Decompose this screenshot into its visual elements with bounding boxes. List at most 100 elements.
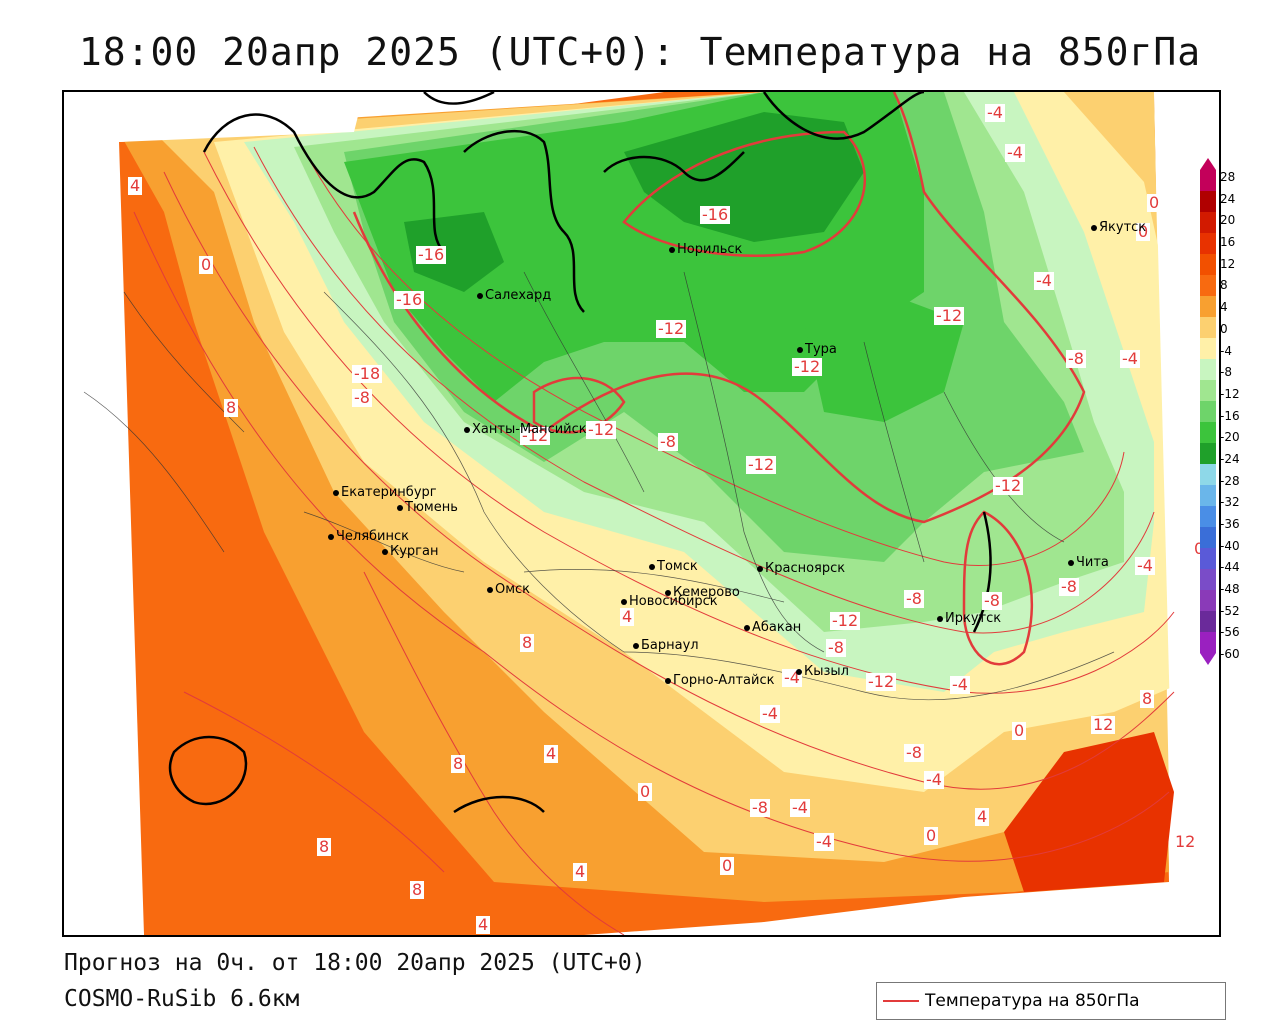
contour-label: 0 <box>924 826 939 845</box>
city-marker[interactable]: Кемерово <box>665 586 740 600</box>
city-marker[interactable]: Курган <box>382 545 438 559</box>
contour-label: 4 <box>975 807 990 826</box>
contour-label: -12 <box>520 426 551 445</box>
colorbar-tick-label: 8 <box>1220 278 1228 293</box>
city-name: Абакан <box>752 620 802 635</box>
contour-label: -4 <box>760 704 780 723</box>
colorbar-swatch <box>1200 485 1216 506</box>
contour-label: -12 <box>792 357 823 376</box>
city-name: Омск <box>495 582 531 597</box>
contour-label: -12 <box>746 455 777 474</box>
city-marker[interactable]: Челябинск <box>328 530 409 544</box>
city-marker[interactable]: Норильск <box>669 243 742 257</box>
city-name: Салехард <box>485 288 552 303</box>
colorbar-tick-label: -12 <box>1220 386 1240 401</box>
city-dot-icon <box>487 586 493 593</box>
city-dot-icon <box>633 642 639 649</box>
city-dot-icon <box>669 246 675 253</box>
city-name: Барнаул <box>641 638 699 653</box>
colorbar-tick-label: -48 <box>1220 582 1240 597</box>
city-marker[interactable]: Якутск <box>1091 221 1146 235</box>
city-dot-icon <box>382 548 388 555</box>
legend-label: Температура на 850гПа <box>925 991 1140 1011</box>
colorbar-tick-label: -8 <box>1220 365 1232 380</box>
city-marker[interactable]: Екатеринбург <box>333 486 437 500</box>
city-name: Горно-Алтайск <box>673 673 775 688</box>
colorbar-tick-label: -56 <box>1220 625 1240 640</box>
city-name: Тюмень <box>405 500 458 515</box>
map-legend: Температура на 850гПа <box>876 982 1226 1020</box>
contour-label: -4 <box>790 798 810 817</box>
city-marker[interactable]: Омск <box>487 583 530 597</box>
city-dot-icon <box>757 565 763 572</box>
colorbar-swatch <box>1200 233 1216 254</box>
city-dot-icon <box>937 615 943 622</box>
city-marker[interactable]: Горно-Алтайск <box>665 674 774 688</box>
colorbar-swatch <box>1200 569 1216 590</box>
colorbar-tick-label: -52 <box>1220 603 1240 618</box>
contour-label: 8 <box>410 880 425 899</box>
colorbar-tick-label: 28 <box>1220 170 1236 184</box>
colorbar-tick-label: -28 <box>1220 473 1240 488</box>
city-marker[interactable]: Иркутск <box>937 612 1001 626</box>
colorbar-swatch <box>1200 254 1216 275</box>
city-name: Кызыл <box>804 664 849 679</box>
city-dot-icon <box>1068 559 1074 566</box>
colorbar-swatch <box>1200 338 1216 359</box>
city-marker[interactable]: Новосибирск <box>621 595 718 609</box>
city-marker[interactable]: Салехард <box>477 289 551 303</box>
city-dot-icon <box>621 598 627 605</box>
city-marker[interactable]: Чита <box>1068 556 1109 570</box>
contour-label: -8 <box>658 432 678 451</box>
map-title: 18:00 20апр 2025 (UTC+0): Температура на… <box>78 30 1202 74</box>
city-marker[interactable]: Томск <box>649 560 698 574</box>
contour-label: 4 <box>544 744 559 763</box>
colorbar-swatch <box>1200 170 1216 191</box>
contour-label: 0 <box>1136 222 1151 241</box>
city-dot-icon <box>333 489 339 496</box>
city-marker[interactable]: Абакан <box>744 621 801 635</box>
contour-label: 4 <box>476 915 491 934</box>
zone-minus24 <box>624 112 864 242</box>
zone-minus24-b <box>404 212 504 292</box>
contour-label: 0 <box>199 255 214 274</box>
contour-label: -16 <box>394 290 425 309</box>
colorbar-swatch <box>1200 191 1216 212</box>
contour-label: -16 <box>700 205 731 224</box>
legend-line-swatch <box>883 1000 919 1002</box>
contour-label: -16 <box>416 245 447 264</box>
city-marker[interactable]: Ханты-Мансийск <box>464 423 587 437</box>
contour-label: 8 <box>224 398 239 417</box>
colorbar-tick-label: 24 <box>1220 191 1236 206</box>
contour-label: -8 <box>826 638 846 657</box>
city-name: Екатеринбург <box>341 485 437 500</box>
contour-label: -4 <box>985 103 1005 122</box>
colorbar-tick-label: -44 <box>1220 560 1240 575</box>
city-dot-icon <box>744 624 750 631</box>
contour-label: 8 <box>317 837 332 856</box>
contour-label: -4 <box>814 832 834 851</box>
city-name: Тура <box>805 342 837 357</box>
city-marker[interactable]: Красноярск <box>757 562 845 576</box>
contour-label: -12 <box>866 672 897 691</box>
colorbar-tick-label: -24 <box>1220 451 1240 466</box>
colorbar-swatch <box>1200 443 1216 464</box>
city-marker[interactable]: Барнаул <box>633 639 699 653</box>
zone-core-central <box>804 292 964 422</box>
colorbar-tick-label: -40 <box>1220 538 1240 553</box>
city-marker[interactable]: Кызыл <box>796 665 849 679</box>
contour-label: 4 <box>573 862 588 881</box>
city-dot-icon <box>665 677 671 684</box>
contour-label: 8 <box>451 754 466 773</box>
city-name: Красноярск <box>765 561 846 576</box>
contour-label: 8 <box>1140 689 1155 708</box>
model-name: COSMO-RuSib 6.6км <box>64 986 300 1012</box>
colorbar-bottom-arrow <box>1200 653 1216 665</box>
city-marker[interactable]: Тюмень <box>397 501 458 515</box>
contour-label: -4 <box>1135 556 1155 575</box>
colorbar-swatch <box>1200 401 1216 422</box>
city-marker[interactable]: Тура <box>797 343 837 357</box>
contour-label: 12 <box>1091 715 1116 734</box>
contour-label: -12 <box>934 306 965 325</box>
temperature-map[interactable] <box>62 90 1221 937</box>
